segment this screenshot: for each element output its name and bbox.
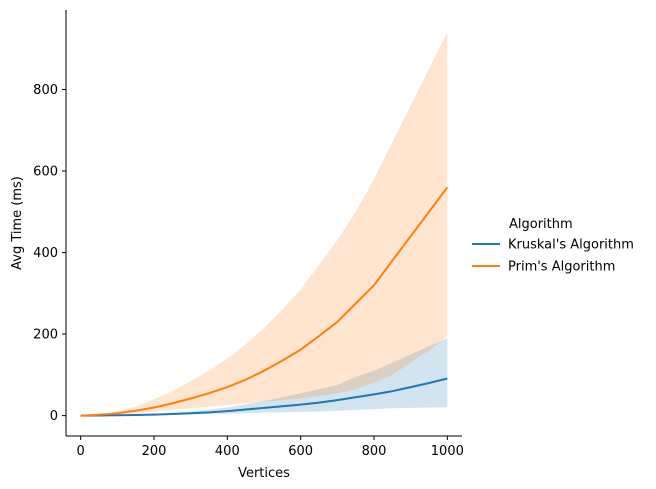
series-lines bbox=[80, 186, 449, 417]
legend-title: Algorithm bbox=[509, 217, 573, 232]
axes bbox=[65, 10, 462, 437]
y-tick-label: 600 bbox=[33, 165, 58, 180]
y-tick-label: 400 bbox=[33, 246, 58, 261]
y-axis-title: Avg Time (ms) bbox=[10, 176, 25, 270]
y-tick-label: 0 bbox=[50, 409, 58, 424]
series-line-prim-s-algorithm bbox=[80, 186, 449, 417]
x-ticks: 0 200 400 600 800 1000 bbox=[77, 436, 464, 459]
y-tick-label: 200 bbox=[33, 328, 58, 343]
series-line-kruskal-s-algorithm bbox=[80, 377, 448, 417]
ci-band-kruskal-s-algorithm bbox=[80, 338, 448, 416]
y-ticks: 0 200 400 600 800 bbox=[33, 83, 66, 424]
x-tick-label: 400 bbox=[215, 444, 240, 459]
x-tick-label: 200 bbox=[142, 444, 167, 459]
x-axis-title: Vertices bbox=[238, 466, 290, 481]
y-tick-label: 800 bbox=[33, 83, 58, 98]
x-tick-label: 0 bbox=[77, 444, 85, 459]
legend-label-kruskal-s-algorithm: Kruskal's Algorithm bbox=[508, 238, 634, 253]
confidence-bands bbox=[80, 32, 448, 416]
legend: Algorithm Kruskal's Algorithm Prim's Algo… bbox=[472, 217, 634, 275]
x-tick-label: 600 bbox=[288, 444, 313, 459]
ci-band-prim-s-algorithm bbox=[80, 32, 448, 416]
x-tick-label: 1000 bbox=[431, 444, 464, 459]
legend-label-prim-s-algorithm: Prim's Algorithm bbox=[508, 260, 615, 275]
x-tick-label: 800 bbox=[362, 444, 387, 459]
